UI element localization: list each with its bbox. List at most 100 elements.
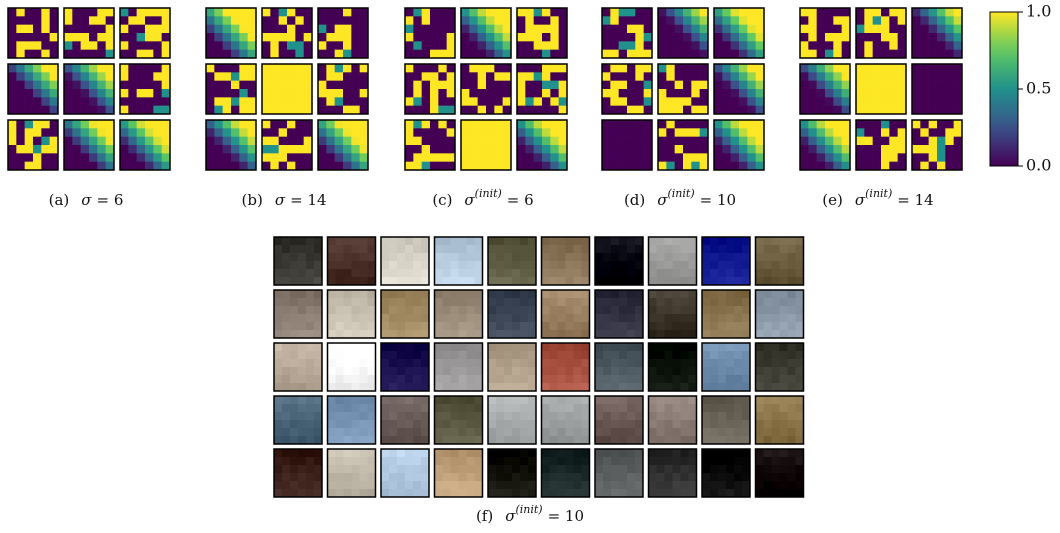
patch-pixel [742,245,751,254]
patch-pixel [841,72,851,81]
patch-pixel [474,428,483,437]
patch-pixel [477,24,487,34]
patch-pixel [262,128,271,137]
patch-pixel [787,449,796,458]
patch-pixel [278,33,288,42]
patch-pixel [434,314,443,323]
patch-pixel [502,72,512,81]
patch-pixel [421,253,430,262]
patch-pixel [658,24,667,34]
patch-pixel [334,33,344,42]
patch-pixel [573,367,582,376]
patch-pixel [635,404,644,413]
patch-pixel [16,49,25,59]
patch-pixel [430,145,439,154]
patch-pixel [688,269,697,278]
patch-pixel [274,306,283,315]
patch-pixel [438,136,447,146]
patch [540,342,591,392]
patch-pixel [664,396,673,405]
patch-pixel [771,261,780,270]
patch-pixel [795,245,804,254]
patch-pixel [674,136,684,146]
patch-pixel [421,49,431,59]
patch-border [63,119,115,171]
patch-pixel [549,404,558,413]
patch-pixel [742,359,751,368]
patch-pixel [610,89,619,98]
patch-pixel [602,97,611,106]
patch-pixel [306,436,315,445]
patch-pixel [270,49,279,59]
patch-pixel [722,97,731,106]
patch-pixel [726,322,735,331]
patch-pixel [89,161,98,171]
patch-pixel [97,136,106,146]
patch-pixel [558,72,568,81]
patch-pixel [672,436,681,445]
patch-pixel [231,153,240,162]
patch-pixel [314,457,323,466]
patch-pixel [298,383,307,392]
patch-pixel [808,136,817,146]
patch-pixel [136,24,146,34]
patch-pixel [466,428,475,437]
patch-pixel [557,277,566,286]
patch-pixel [488,269,497,278]
patch-pixel [920,161,929,171]
patch-pixel [779,436,788,445]
patch-pixel [136,72,146,81]
patch-pixel [442,428,451,437]
patch-pixel [314,396,323,405]
patch-pixel [897,72,907,81]
patch-pixel [413,16,422,25]
patch-pixel [920,145,929,154]
patch-pixel [603,269,612,278]
patch-pixel [635,41,644,50]
patch-pixel [488,420,497,429]
patch-pixel [517,120,526,129]
patch-pixel [581,330,590,339]
patch-pixel [557,322,566,331]
patch-pixel [306,245,315,254]
patch-pixel [64,161,73,171]
patch-pixel [335,489,344,498]
patch-pixel [64,153,73,162]
patch-pixel [290,412,299,421]
patch-pixel [889,24,898,34]
patch-border [516,7,568,59]
patch-pixel [557,261,566,270]
patch-pixel [897,161,907,171]
patch-pixel [648,383,657,392]
patch-pixel [928,97,938,106]
patch-pixel [72,105,81,115]
patch-pixel [565,343,574,352]
patch-pixel [541,457,550,466]
patch-pixel [49,89,59,98]
patch-pixel [239,80,248,90]
patch-pixel [359,489,368,498]
patch-pixel [702,343,711,352]
patch-pixel [602,49,611,59]
patch-pixel [295,72,304,81]
patch-pixel [541,412,550,421]
patch-pixel [714,105,723,115]
patch-pixel [627,367,636,376]
patch-pixel [688,449,697,458]
patch-pixel [734,261,743,270]
patch-pixel [779,428,788,437]
patch [601,7,653,59]
patch-pixel [635,481,644,490]
patch-pixel [680,428,689,437]
patch-pixel [494,136,503,146]
patch-pixel [520,330,529,339]
patch-pixel [24,72,34,81]
patch-pixel [290,489,299,498]
patch-pixel [222,64,232,73]
patch-pixel [833,24,842,34]
patch-pixel [611,237,620,246]
patch-pixel [710,436,719,445]
patch-pixel [953,153,963,162]
patch-pixel [603,330,612,339]
patch-pixel [610,97,619,106]
